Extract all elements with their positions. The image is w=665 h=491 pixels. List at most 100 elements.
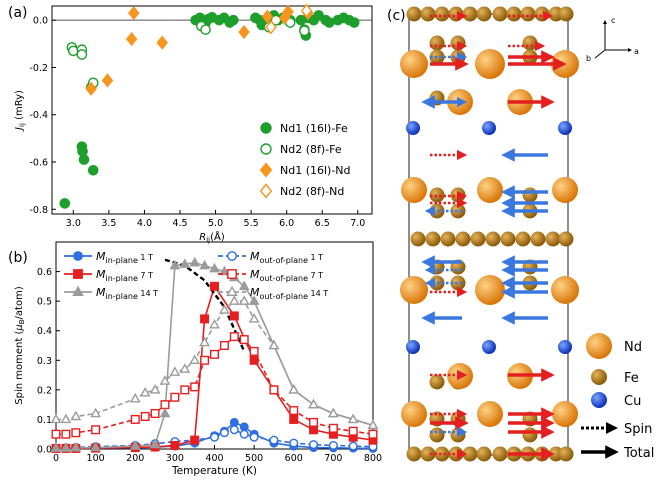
panel-b-point (199, 336, 210, 347)
nd-atom (477, 401, 503, 427)
panel-a-point (128, 5, 140, 21)
panel-b-point (199, 259, 210, 270)
panel-a-point (261, 9, 274, 24)
fe-atom (558, 6, 574, 22)
panel-b-point (348, 441, 358, 451)
panel-a-legend-label: Nd2 (8f)-Fe (280, 143, 342, 156)
panel-b-point (328, 423, 338, 433)
panel-a-legend-marker (260, 122, 272, 134)
fe-atom (522, 35, 538, 51)
panel-a-xtick-label: 6.5 (315, 218, 330, 229)
panel-b-point (140, 411, 150, 421)
panel-b-point (249, 432, 259, 442)
panel-b-point (169, 259, 181, 270)
nd-atom (552, 177, 578, 203)
fe-atom (425, 231, 441, 247)
fe-atom (429, 427, 445, 443)
panel-b-point (327, 407, 339, 418)
panel-b-point (239, 335, 249, 345)
panel-a-chart: 3.0 3.5 4.0 4.5 5.0 5.5 6.0 6.5 7.0 0.0 -0.2 -0.4 -0… (14, 3, 373, 244)
nd-atom (551, 276, 579, 304)
panel-a-point (101, 73, 114, 88)
nd-atom (477, 177, 503, 203)
legend-nd-swatch (586, 333, 612, 359)
panel-b-point (209, 432, 219, 442)
legend-label-total: Total (623, 446, 654, 461)
panel-b-point (219, 341, 229, 351)
panel-b-point (91, 425, 101, 435)
panel-b-series-line (56, 284, 374, 450)
fe-atom (506, 6, 522, 22)
nd-atom (400, 50, 428, 78)
panel-b-xtick-label: 800 (364, 453, 382, 464)
panel-b-point (51, 429, 61, 439)
panel-b-point (130, 414, 140, 424)
fe-atom (462, 446, 478, 462)
panel-b-legend-label: Min-plane 14 T (96, 286, 158, 301)
panel-b-point (367, 419, 379, 430)
panel-b-point (71, 428, 81, 438)
fe-atom (558, 231, 574, 247)
legend-fe-swatch (591, 369, 607, 385)
panel-a-point (238, 24, 250, 40)
nd-atom (401, 177, 427, 203)
nd-atom (475, 49, 505, 79)
panel-b-point (268, 339, 280, 350)
panel-b-point (229, 425, 239, 435)
panel-b-point (348, 426, 358, 436)
panel-b-series-line (56, 261, 374, 449)
panel-a-point (78, 154, 90, 165)
cu-atom (406, 340, 420, 354)
panel-b-point (159, 407, 171, 418)
panel-b-point (219, 304, 230, 314)
cu-atom (558, 121, 572, 135)
panel-b-point (248, 295, 260, 305)
panel-a-ylabel: Jij (mRy) (14, 90, 26, 132)
panel-a-xtick-label: 4.5 (172, 218, 187, 229)
panel-a-point (348, 17, 360, 28)
legend-label-cu: Cu (624, 394, 641, 409)
fe-atom (448, 446, 464, 462)
panel-b-xtick-label: 400 (205, 453, 223, 464)
fe-atom (410, 231, 426, 247)
panel-b-point (60, 442, 72, 452)
cu-atom (482, 340, 496, 354)
panel-b-point (179, 258, 191, 268)
panel-a-xtick-label: 6.0 (279, 218, 294, 229)
panel-a-point (300, 3, 313, 18)
panel-a-legend-label: Nd1 (16l)-Fe (280, 122, 348, 135)
panel-b-point (308, 398, 319, 409)
fe-atom (450, 35, 466, 51)
panel-b-point (249, 346, 259, 356)
panel-b-ytick-label: 0.1 (37, 415, 52, 426)
panel-b-legend-marker (73, 251, 83, 261)
panel-b-point (129, 392, 141, 403)
panel-b-point (209, 349, 219, 359)
panel-b-ytick-label: 0.0 (37, 445, 52, 456)
panel-a-point (324, 17, 335, 28)
panel-b-point (159, 375, 171, 385)
fe-atom (462, 6, 478, 22)
panel-b-point (189, 354, 201, 365)
fe-atom (520, 6, 536, 22)
panel-b-point (309, 425, 319, 435)
panel-b-ytick-label: 0.2 (37, 385, 52, 396)
panel-b-series-line (56, 300, 374, 427)
panel-b-legend-marker (73, 269, 83, 279)
panel-b-point (160, 400, 170, 410)
panel-b-point (200, 355, 210, 365)
panel-a-xtick-label: 7.0 (350, 218, 365, 229)
panel-b-point (189, 256, 201, 267)
panel-a-point (282, 4, 294, 20)
panel-b-point (149, 384, 161, 394)
fe-atom (476, 6, 492, 22)
fe-atom (470, 231, 486, 247)
fe-atom (448, 6, 464, 22)
panel-a-xlabel: Rij(Å) (199, 230, 225, 244)
fe-atom (485, 231, 501, 247)
fe-atom (558, 446, 574, 462)
panel-b-point (309, 417, 319, 427)
panel-a-point (125, 31, 138, 47)
